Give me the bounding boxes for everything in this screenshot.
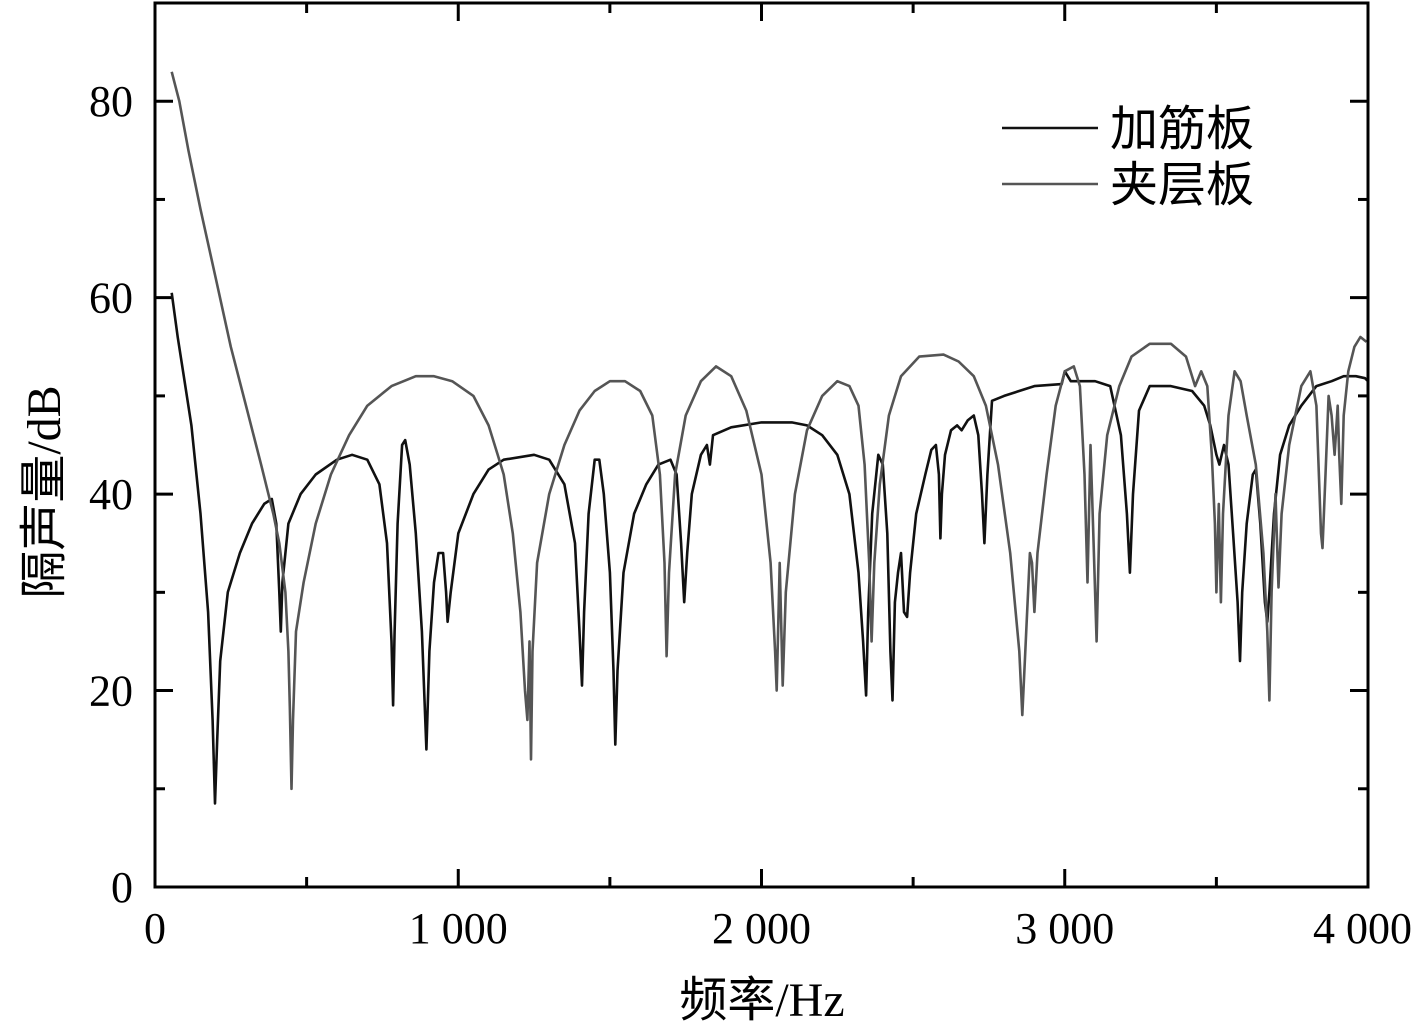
y-tick-label: 80	[89, 77, 133, 126]
y-axis-title: 隔声量/dB	[18, 385, 71, 598]
y-tick-label: 0	[111, 863, 133, 912]
x-tick-label: 1 000	[409, 904, 508, 953]
y-axis-title-group: 隔声量/dB	[18, 385, 71, 598]
y-tick-label: 20	[89, 667, 133, 716]
x-tick-label: 4 000	[1313, 904, 1412, 953]
plot-frame	[153, 1, 1370, 889]
x-tick-label: 3 000	[1015, 904, 1114, 953]
x-tick-label: 2 000	[712, 904, 811, 953]
legend-label: 夹层板	[1110, 159, 1254, 212]
series-line-1	[170, 292, 1369, 805]
x-tick-label: 0	[144, 904, 166, 953]
y-tick-label: 60	[89, 274, 133, 323]
axis-ticks: 0 20 40 60 80 0 1 000 2 000 3 000 4 000	[89, 3, 1412, 953]
series-line-2	[170, 71, 1368, 791]
legend-label: 加筋板	[1110, 103, 1254, 156]
x-axis-title: 频率/Hz	[679, 974, 844, 1027]
y-tick-label: 40	[89, 470, 133, 519]
series-lines	[170, 71, 1369, 805]
